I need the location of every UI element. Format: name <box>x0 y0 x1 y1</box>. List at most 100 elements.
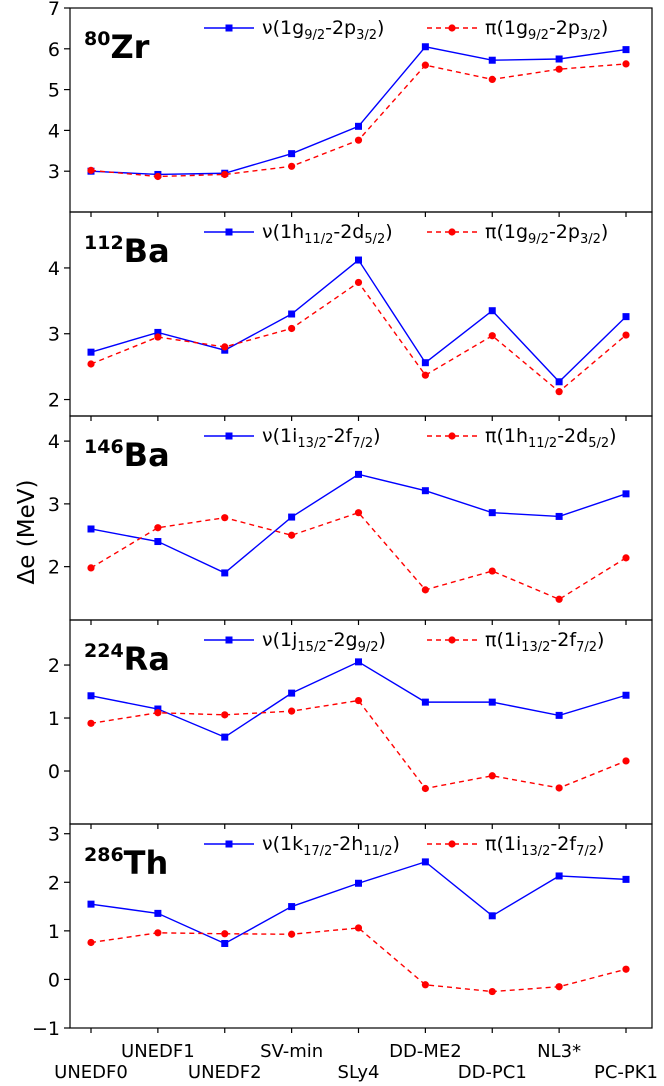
y-tick-label: 3 <box>48 161 60 183</box>
data-point <box>555 55 563 63</box>
y-tick-label: 4 <box>48 120 60 142</box>
data-point <box>555 711 563 719</box>
y-tick-label: 2 <box>48 557 60 579</box>
panel-th286: −1 0 1 2 3 286Th ν(1k17/2-2h11/2) π(1i13/2-2f7/… <box>32 823 653 1040</box>
legend-label: π(1g9/2-2p3/2) <box>485 221 608 247</box>
legend-label: ν(1j15/2-2g9/2) <box>262 629 386 655</box>
y-tick-label: 4 <box>48 431 60 453</box>
data-point <box>221 733 229 741</box>
y-axis-label: Δe (MeV) <box>14 480 40 585</box>
x-tick-label: SV-min <box>260 1041 323 1062</box>
legend-marker <box>225 432 233 440</box>
data-point <box>622 965 630 973</box>
x-tick-label: PC-PK1 <box>594 1062 658 1083</box>
data-point <box>488 75 496 83</box>
y-tick-label: 3 <box>48 824 60 846</box>
data-point <box>355 658 362 666</box>
nucleus-label: 80Zr <box>84 28 150 66</box>
data-point <box>221 930 229 938</box>
data-point <box>421 371 429 379</box>
data-point <box>421 359 429 367</box>
legend-label: π(1h11/2-2d5/2) <box>485 425 617 451</box>
data-point <box>87 348 95 356</box>
data-point <box>154 172 162 181</box>
legend-label: ν(1g9/2-2p3/2) <box>262 17 384 43</box>
data-point <box>355 879 362 887</box>
data-point <box>555 872 563 880</box>
series-line-neutron <box>90 259 627 383</box>
series-line-proton <box>90 927 627 993</box>
data-point <box>421 586 429 594</box>
data-point <box>488 772 496 780</box>
data-point <box>154 909 162 917</box>
legend-label: π(1g9/2-2p3/2) <box>485 17 608 43</box>
data-point <box>488 987 496 996</box>
legend-marker <box>448 24 456 32</box>
legend-marker <box>225 636 233 644</box>
data-point <box>421 43 429 51</box>
y-tick-label: 4 <box>48 258 60 280</box>
data-point <box>221 514 229 522</box>
data-point <box>488 912 496 920</box>
data-point <box>488 332 496 340</box>
data-point <box>421 698 429 706</box>
data-point <box>154 709 162 717</box>
data-point <box>421 61 429 69</box>
panel-ba112: 2 3 4 112Ba ν(1h11/2-2d5/2) π(1g9/2-2p3/2) <box>48 211 653 421</box>
data-point <box>221 569 229 577</box>
data-point <box>622 46 630 54</box>
data-point <box>555 784 563 792</box>
data-point <box>154 333 162 341</box>
series-line-neutron <box>90 45 627 176</box>
data-point <box>622 554 630 562</box>
data-point <box>87 525 95 533</box>
x-tick-label: UNEDF2 <box>188 1062 262 1083</box>
x-tick-label: UNEDF1 <box>121 1041 195 1062</box>
legend-marker <box>448 636 456 644</box>
data-point <box>87 692 95 700</box>
data-point <box>354 924 363 932</box>
legend-marker <box>225 228 233 236</box>
panel-ra224: 0 1 2 224Ra ν(1j15/2-2g9/2) π(1i13/2-2f7/2) <box>48 619 653 829</box>
data-point <box>355 470 362 478</box>
data-point <box>622 331 630 339</box>
data-point <box>421 784 429 793</box>
data-point <box>622 60 630 68</box>
nucleus-label: 146Ba <box>84 436 170 474</box>
data-point <box>87 938 95 947</box>
y-tick-label: 1 <box>48 708 60 730</box>
legend-label: ν(1k17/2-2h11/2) <box>262 833 400 859</box>
legend-marker <box>448 228 456 236</box>
nucleus-label: 286Th <box>84 844 168 882</box>
data-point <box>288 707 296 715</box>
y-tick-label: 5 <box>48 80 60 102</box>
y-tick-label: 3 <box>48 494 60 516</box>
data-point <box>622 490 630 498</box>
data-point <box>488 307 496 315</box>
y-tick-label: 6 <box>48 39 60 61</box>
data-point <box>288 150 296 158</box>
data-point <box>288 310 296 318</box>
data-point <box>221 939 229 947</box>
data-point <box>488 698 496 706</box>
x-tick-label: DD-ME2 <box>389 1041 462 1062</box>
data-point <box>221 170 229 179</box>
y-tick-label: −1 <box>32 1018 60 1040</box>
data-point <box>288 930 296 938</box>
legend-marker <box>448 432 456 440</box>
data-point <box>288 162 296 170</box>
nucleus-label: 112Ba <box>84 232 170 270</box>
data-point <box>421 487 429 495</box>
data-point <box>622 757 630 765</box>
data-point <box>154 929 162 937</box>
data-point <box>87 564 95 572</box>
data-point <box>555 595 563 603</box>
data-point <box>354 509 363 517</box>
legend-marker <box>448 840 456 848</box>
y-tick-label: 0 <box>48 969 60 991</box>
data-point <box>288 513 296 521</box>
x-tick-label: UNEDF0 <box>54 1062 128 1083</box>
data-point <box>555 388 563 396</box>
data-point <box>154 524 162 532</box>
